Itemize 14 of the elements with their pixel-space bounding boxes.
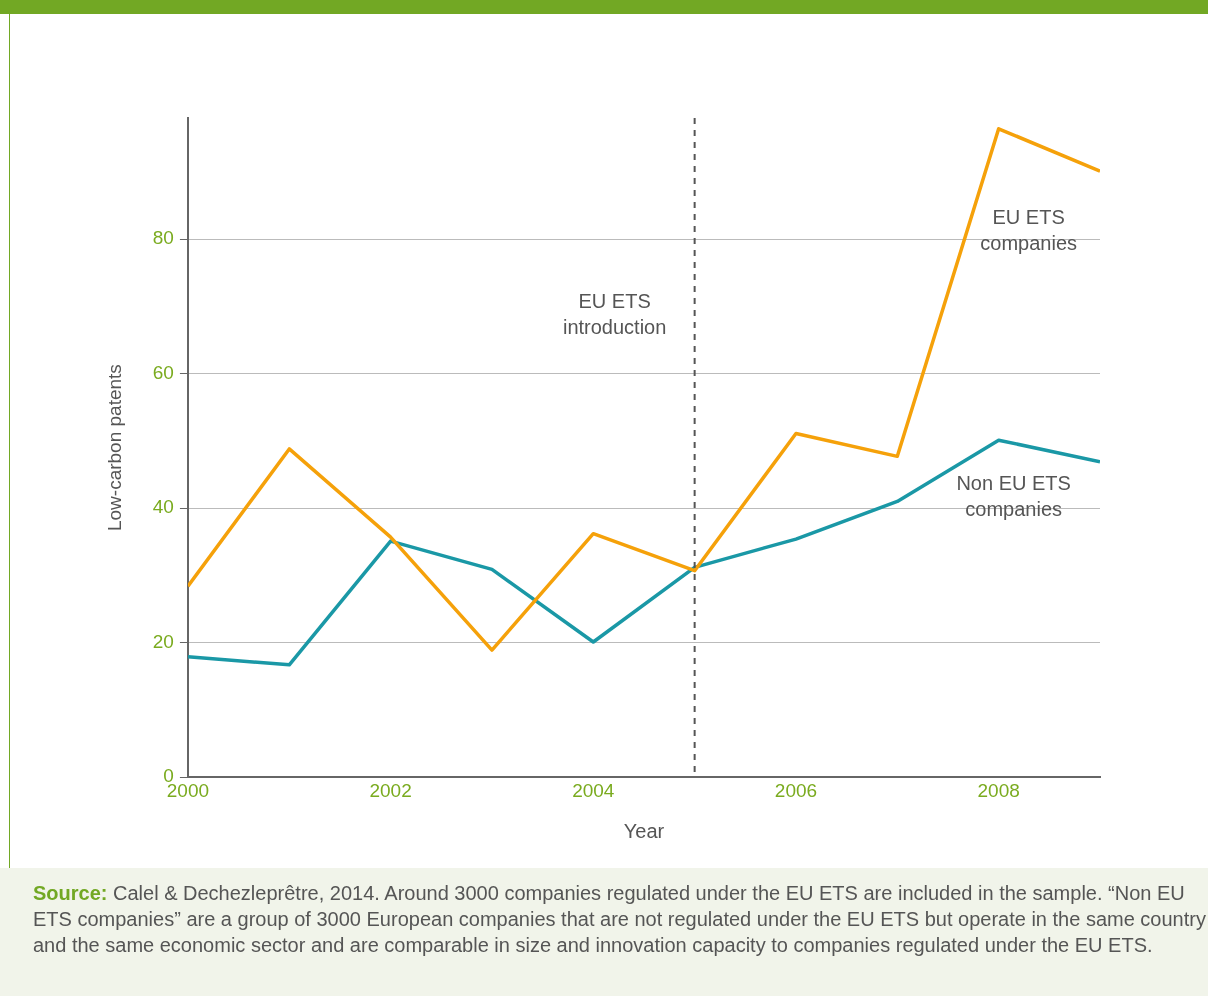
y-axis-title: Low-carbon patents xyxy=(103,364,125,532)
y-tick-label: 60 xyxy=(152,361,174,383)
series-label: Non EU ETS companies xyxy=(956,472,1071,521)
series-label: EU ETS companies xyxy=(980,205,1078,254)
x-tick-label: 2006 xyxy=(774,779,818,801)
y-tick-label: 80 xyxy=(152,227,174,249)
x-axis-title: Year xyxy=(623,819,665,842)
x-tick-label: 2002 xyxy=(369,779,412,801)
x-tick-label: 2008 xyxy=(977,779,1020,801)
ref-line-label: EU ETS introduction xyxy=(562,290,667,338)
x-tick-label: 2004 xyxy=(572,779,615,801)
source-note: Source: Calel & Dechezleprêtre, 2014. Around 3000 companies regulated under the EU ETS are included in the sample. “Non EU ETS companies” are a group of 3000 European companies that are not regulated under the EU ETS but operate in the same country and the same economic sector and are comparable in size and innovation capacity to companies regulated under the EU ETS. xyxy=(33,881,1207,958)
y-tick-label: 40 xyxy=(152,496,174,518)
y-tick-label: 20 xyxy=(152,630,174,652)
